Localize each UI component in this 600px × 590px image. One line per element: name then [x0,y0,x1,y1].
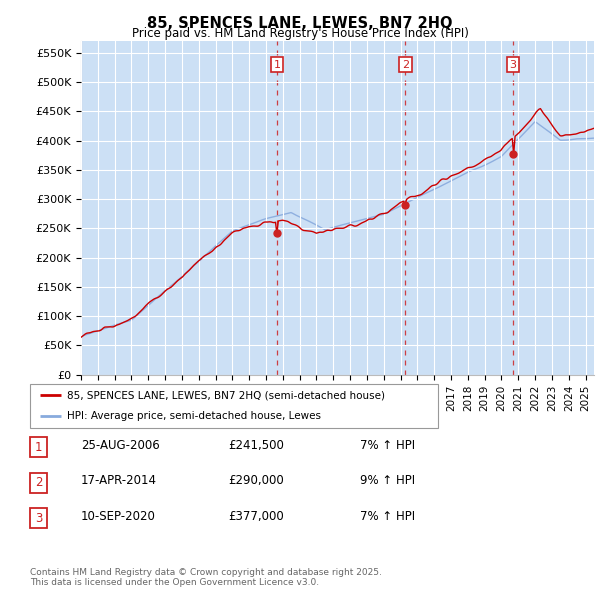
FancyBboxPatch shape [30,508,47,528]
Text: 7% ↑ HPI: 7% ↑ HPI [360,510,415,523]
Text: 17-APR-2014: 17-APR-2014 [81,474,157,487]
Text: 10-SEP-2020: 10-SEP-2020 [81,510,156,523]
Text: Contains HM Land Registry data © Crown copyright and database right 2025.
This d: Contains HM Land Registry data © Crown c… [30,568,382,587]
Text: 3: 3 [509,60,517,70]
FancyBboxPatch shape [30,437,47,457]
Text: 7% ↑ HPI: 7% ↑ HPI [360,439,415,452]
Text: 2: 2 [402,60,409,70]
Text: 25-AUG-2006: 25-AUG-2006 [81,439,160,452]
Text: 85, SPENCES LANE, LEWES, BN7 2HQ: 85, SPENCES LANE, LEWES, BN7 2HQ [147,16,453,31]
Text: Price paid vs. HM Land Registry's House Price Index (HPI): Price paid vs. HM Land Registry's House … [131,27,469,40]
Text: £290,000: £290,000 [228,474,284,487]
FancyBboxPatch shape [30,473,47,493]
Text: 3: 3 [35,512,42,525]
Text: 85, SPENCES LANE, LEWES, BN7 2HQ (semi-detached house): 85, SPENCES LANE, LEWES, BN7 2HQ (semi-d… [67,391,385,401]
Text: £377,000: £377,000 [228,510,284,523]
Text: 2: 2 [35,476,42,489]
Text: HPI: Average price, semi-detached house, Lewes: HPI: Average price, semi-detached house,… [67,411,321,421]
Text: 1: 1 [274,60,280,70]
Text: £241,500: £241,500 [228,439,284,452]
Text: 1: 1 [35,441,42,454]
Text: 9% ↑ HPI: 9% ↑ HPI [360,474,415,487]
